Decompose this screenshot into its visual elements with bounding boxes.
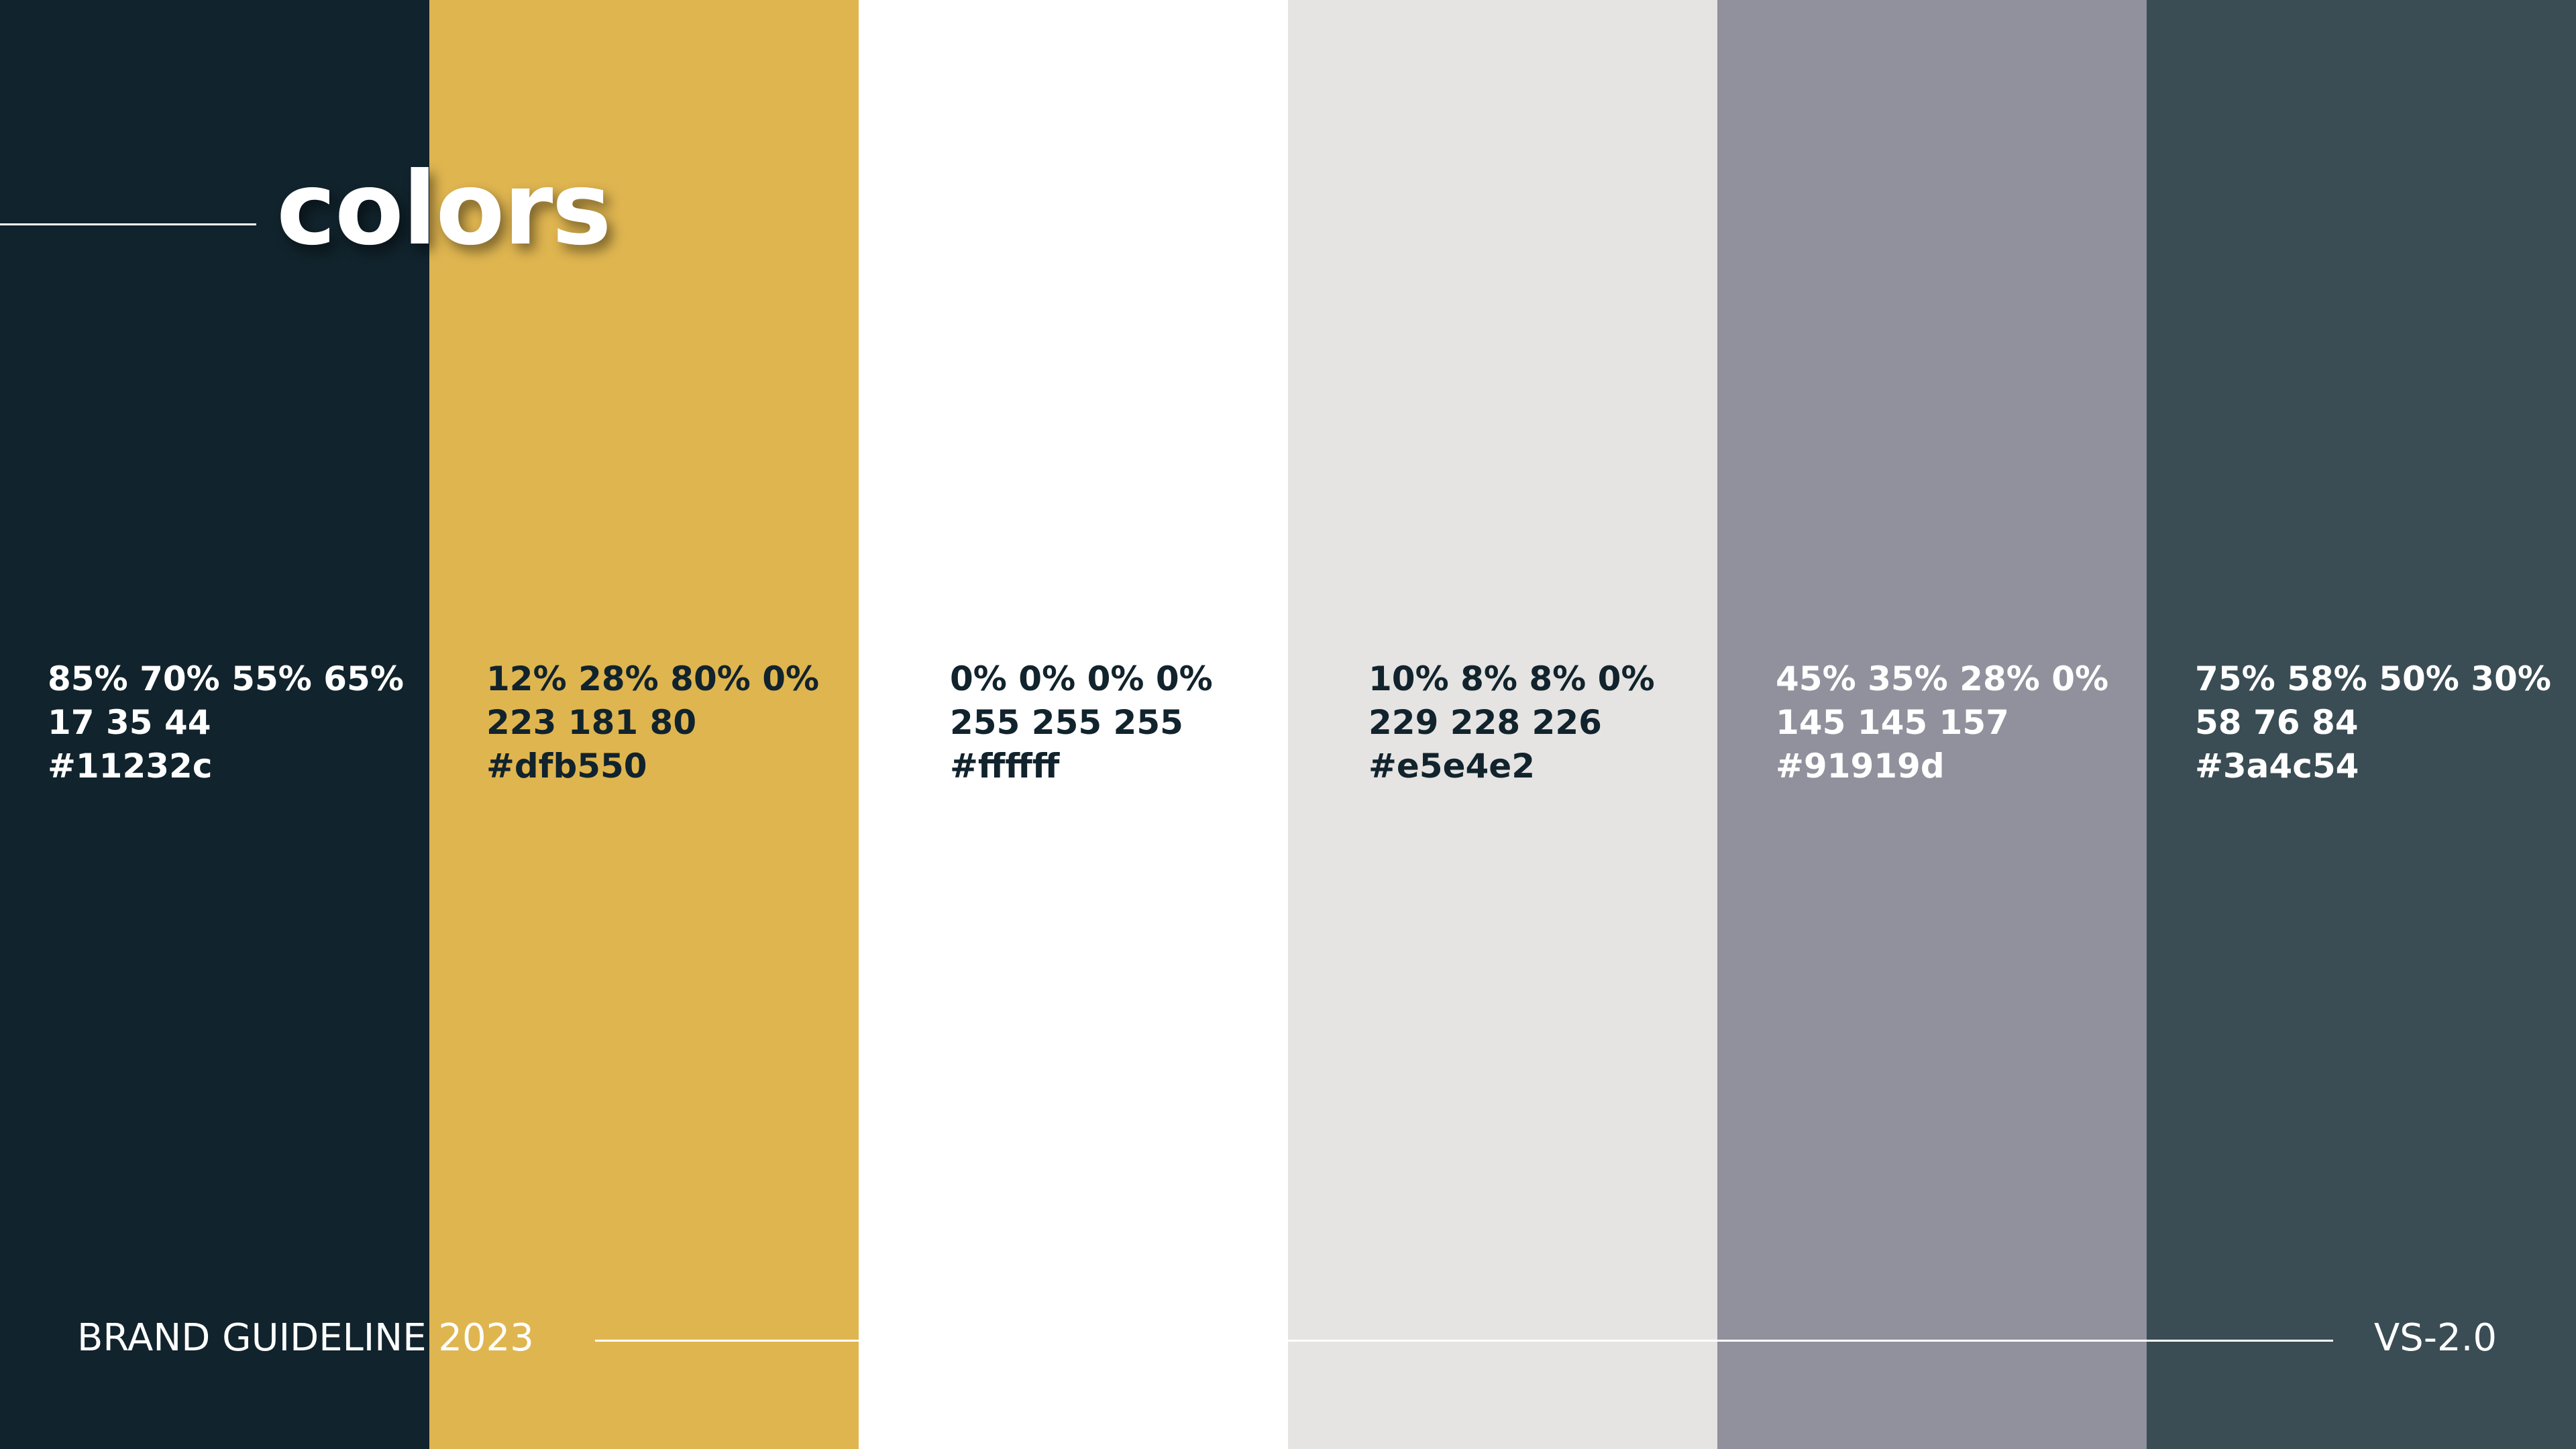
swatch-cmyk: 0% 0% 0% 0% [950, 659, 1213, 698]
swatch-cmyk: 10% 8% 8% 0% [1368, 659, 1655, 698]
swatch [0, 0, 429, 1449]
swatch [1288, 0, 1717, 1449]
footer-version: VS-2.0 [2373, 1316, 2497, 1360]
swatch-info: 10% 8% 8% 0% 229 228 226 #e5e4e2 [1368, 657, 1655, 788]
swatch-cmyk: 75% 58% 50% 30% [2195, 659, 2551, 698]
swatch-hex: #e5e4e2 [1368, 747, 1535, 786]
swatch-hex: #dfb550 [486, 747, 647, 786]
swatch-info: 45% 35% 28% 0% 145 145 157 #91919d [1776, 657, 2108, 788]
swatch-info: 75% 58% 50% 30% 58 76 84 #3a4c54 [2195, 657, 2551, 788]
swatch-rgb: 58 76 84 [2195, 703, 2359, 742]
swatch-rgb: 229 228 226 [1368, 703, 1602, 742]
title-rule [0, 223, 256, 225]
swatch-cmyk: 85% 70% 55% 65% [48, 659, 404, 698]
swatch-rgb: 223 181 80 [486, 703, 697, 742]
swatch-info: 12% 28% 80% 0% 223 181 80 #dfb550 [486, 657, 819, 788]
swatch-cmyk: 12% 28% 80% 0% [486, 659, 820, 698]
swatch [2147, 0, 2576, 1449]
swatch-hex: #91919d [1776, 747, 1945, 786]
swatch-rgb: 145 145 157 [1776, 703, 2009, 742]
footer-brand: BRAND GUIDELINE 2023 [77, 1316, 534, 1360]
swatch-cmyk: 45% 35% 28% 0% [1776, 659, 2109, 698]
swatch-rgb: 17 35 44 [48, 703, 211, 742]
swatch-info: 0% 0% 0% 0% 255 255 255 #ffffff [950, 657, 1213, 788]
swatch-hex: #3a4c54 [2195, 747, 2359, 786]
swatch-info: 85% 70% 55% 65% 17 35 44 #11232c [48, 657, 404, 788]
swatch [859, 0, 1288, 1449]
swatch-rgb: 255 255 255 [950, 703, 1183, 742]
swatch [1717, 0, 2147, 1449]
swatch [429, 0, 859, 1449]
swatch-hex: #ffffff [950, 747, 1060, 786]
title: colors [276, 151, 612, 268]
swatch-hex: #11232c [48, 747, 213, 786]
footer-rule [595, 1340, 2333, 1342]
